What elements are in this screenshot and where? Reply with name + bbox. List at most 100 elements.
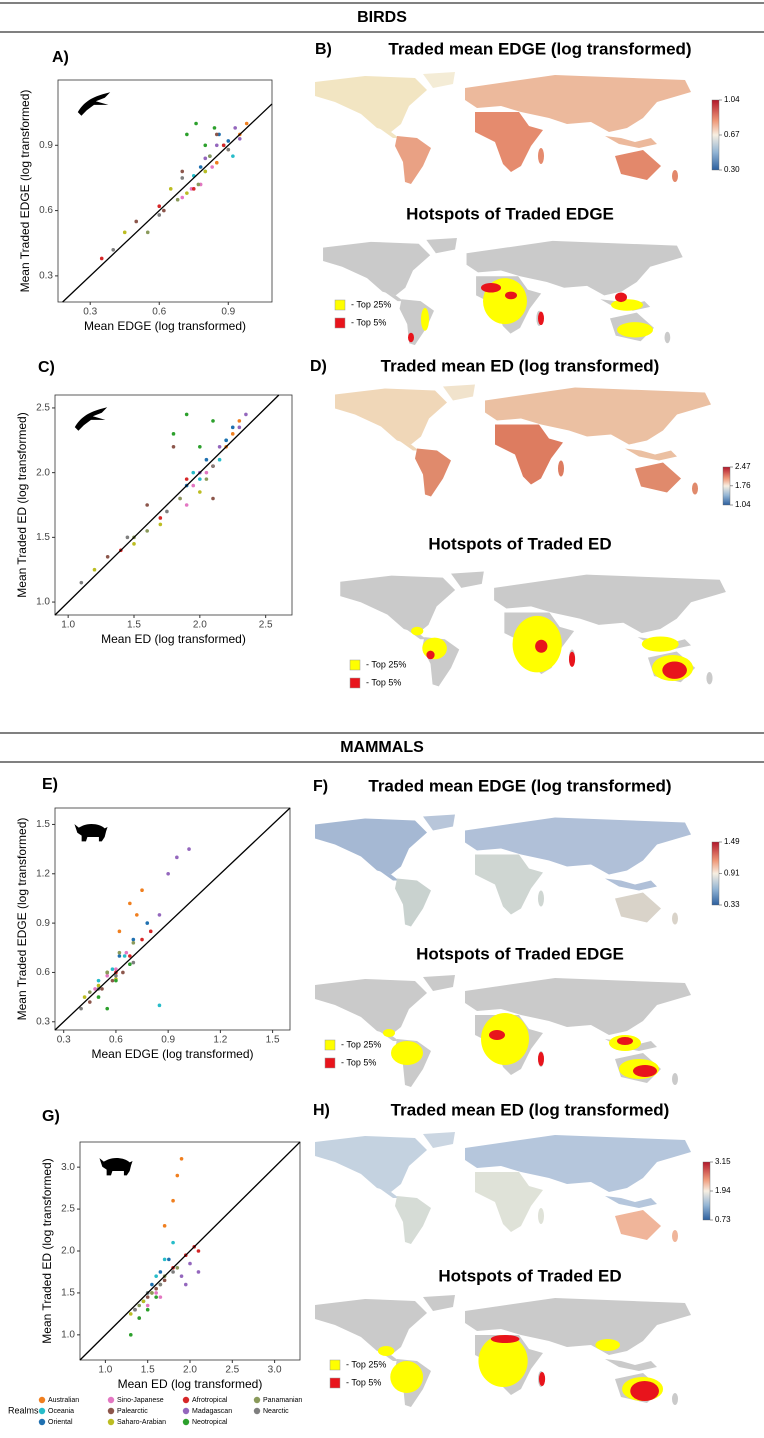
panel-label: G) (42, 1108, 60, 1125)
hotspot-area (383, 1029, 395, 1037)
point (140, 937, 144, 942)
colorbar-label: 1.04 (735, 500, 751, 509)
hotspot-area (390, 1361, 424, 1393)
colorbar (722, 466, 731, 506)
point (171, 1240, 175, 1245)
key-swatch (329, 1359, 341, 1371)
point (111, 247, 116, 252)
x-axis-label: Mean EDGE (log transformed) (91, 1047, 253, 1061)
point (212, 126, 217, 130)
legend-label: Neotropical (192, 1419, 228, 1426)
point (141, 1299, 146, 1304)
point (145, 1295, 150, 1299)
point (171, 444, 176, 449)
x-tick-label: 1.0 (61, 620, 75, 631)
plot-frame (57, 79, 273, 303)
hotspot-area (478, 1335, 528, 1387)
point (211, 464, 215, 468)
colorbar-label: 1.04 (724, 95, 740, 104)
y-tick-label: 2.5 (61, 1204, 75, 1215)
hotspot-area (481, 1013, 529, 1065)
map-title: Hotspots of Traded EDGE (406, 204, 614, 223)
point (82, 995, 87, 999)
point (224, 438, 228, 443)
legend-swatch (38, 1407, 46, 1415)
point (114, 973, 118, 978)
hotspot-area (617, 1037, 633, 1045)
hotspot-area (662, 661, 687, 679)
world-map (315, 814, 691, 927)
point (117, 950, 122, 955)
y-tick-label: 0.6 (39, 205, 53, 216)
y-tick-label: 0.3 (39, 271, 53, 282)
world-map (315, 72, 691, 184)
legend-swatch (182, 1407, 190, 1415)
icon (74, 407, 108, 431)
hotspot-area (489, 1030, 505, 1040)
point (154, 1291, 158, 1295)
point (187, 847, 191, 851)
point (175, 197, 180, 202)
y-axis-label: Mean Traded EDGE (log transformed) (15, 818, 29, 1021)
hotspot-area (481, 282, 501, 293)
points (99, 121, 249, 261)
key-label: - Top 5% (351, 317, 386, 327)
point (210, 165, 214, 169)
point (145, 230, 150, 235)
point (145, 921, 150, 925)
point (140, 888, 144, 893)
points (79, 847, 191, 1011)
hotspot-area (391, 1041, 423, 1065)
y-tick-label: 1.5 (36, 532, 50, 543)
hotspot-area (538, 311, 544, 326)
key-label: - Top 5% (366, 677, 401, 687)
y-axis-label: Mean Traded EDGE (log transformed) (18, 90, 32, 293)
y-tick-label: 0.9 (36, 918, 50, 929)
x-tick-label: 1.5 (127, 620, 141, 631)
point (180, 176, 185, 180)
hotspot-area (538, 1372, 546, 1386)
point (183, 1282, 188, 1287)
key-label: - Top 25% (351, 299, 391, 309)
y-tick-label: 2.0 (36, 467, 50, 478)
x-tick-label: 2.0 (183, 1365, 197, 1376)
legend-label: Oriental (48, 1419, 73, 1426)
hotspot-area (538, 1052, 544, 1066)
point (88, 1000, 92, 1004)
legend-swatch (38, 1418, 46, 1426)
point (185, 191, 189, 195)
point (214, 132, 219, 137)
hotspot-area (633, 1065, 657, 1077)
x-axis-label: Mean ED (log transformed) (118, 1377, 263, 1391)
point (184, 412, 189, 417)
icon (74, 824, 108, 842)
hotspot-area (611, 299, 643, 311)
point (171, 1270, 175, 1274)
point (203, 169, 208, 174)
point (79, 1006, 83, 1011)
point (105, 554, 110, 559)
point (196, 1270, 201, 1274)
hotspot-area (615, 292, 627, 303)
colorbar-label: 1.76 (735, 481, 751, 490)
legend-label: Saharo-Arabian (117, 1419, 166, 1426)
point (128, 901, 132, 906)
point (237, 425, 242, 430)
point (175, 1173, 180, 1178)
point (178, 496, 182, 501)
x-tick-label: 3.0 (268, 1365, 282, 1376)
point (122, 954, 127, 958)
point (180, 169, 185, 174)
point (191, 470, 196, 475)
point (105, 973, 110, 978)
legend-label: Sino-Japanese (117, 1397, 164, 1404)
point (237, 136, 242, 141)
point (96, 978, 101, 983)
point (128, 1312, 133, 1316)
point (180, 195, 185, 200)
point (191, 483, 196, 488)
point (145, 1307, 150, 1312)
panel-label: B) (315, 41, 332, 58)
point (131, 937, 136, 942)
